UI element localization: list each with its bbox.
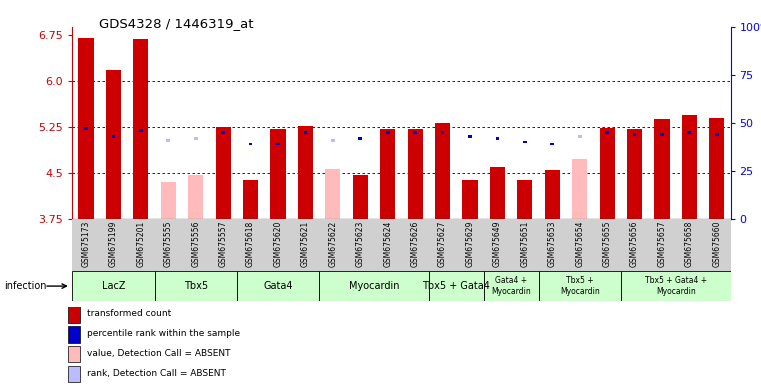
Text: Tbx5 +
Myocardin: Tbx5 + Myocardin	[560, 276, 600, 296]
Text: GSM675626: GSM675626	[411, 220, 419, 267]
Bar	[237, 271, 319, 301]
Bar	[435, 122, 450, 219]
Bar	[441, 131, 444, 134]
Text: GSM675201: GSM675201	[136, 220, 145, 266]
Bar	[270, 129, 285, 219]
Bar	[68, 346, 81, 362]
Bar	[304, 131, 307, 134]
Bar	[468, 135, 472, 138]
Bar	[709, 118, 724, 219]
Bar	[621, 271, 731, 301]
Text: GSM675651: GSM675651	[521, 220, 530, 267]
Text: Gata4 +
Myocardin: Gata4 + Myocardin	[492, 276, 531, 296]
Text: LacZ: LacZ	[102, 281, 126, 291]
Bar	[539, 271, 621, 301]
Text: GSM675658: GSM675658	[685, 220, 694, 267]
Text: GSM675556: GSM675556	[191, 220, 200, 267]
Bar	[380, 129, 395, 219]
Text: GSM675660: GSM675660	[712, 220, 721, 267]
Text: rank, Detection Call = ABSENT: rank, Detection Call = ABSENT	[88, 369, 226, 378]
Text: Gata4: Gata4	[263, 281, 293, 291]
Text: Tbx5: Tbx5	[183, 281, 208, 291]
Text: GSM675620: GSM675620	[273, 220, 282, 267]
Bar	[139, 129, 143, 132]
Bar	[276, 142, 280, 146]
Bar	[578, 135, 581, 138]
Bar	[715, 133, 719, 136]
Bar	[490, 167, 505, 219]
Text: GSM675627: GSM675627	[438, 220, 447, 267]
Bar	[188, 175, 203, 219]
Text: GSM675649: GSM675649	[493, 220, 502, 267]
Text: GSM675653: GSM675653	[548, 220, 557, 267]
Text: infection: infection	[4, 281, 46, 291]
Bar	[413, 131, 417, 134]
Bar	[408, 129, 422, 219]
Text: GSM675622: GSM675622	[328, 220, 337, 266]
Bar	[154, 271, 237, 301]
Bar	[249, 142, 253, 146]
Text: GSM675623: GSM675623	[356, 220, 365, 267]
Bar	[298, 126, 313, 219]
Text: transformed count: transformed count	[88, 309, 172, 318]
Bar	[331, 139, 335, 142]
Text: GSM675656: GSM675656	[630, 220, 639, 267]
Bar	[545, 170, 560, 219]
Text: GSM675555: GSM675555	[164, 220, 173, 267]
Text: GSM675629: GSM675629	[466, 220, 475, 267]
Text: Tbx5 + Gata4: Tbx5 + Gata4	[422, 281, 490, 291]
Text: GSM675655: GSM675655	[603, 220, 612, 267]
Text: value, Detection Call = ABSENT: value, Detection Call = ABSENT	[88, 349, 231, 358]
Bar	[627, 129, 642, 219]
Bar	[84, 127, 88, 130]
Bar	[167, 139, 170, 142]
Bar	[654, 119, 670, 219]
Bar	[358, 137, 362, 140]
Text: GSM675621: GSM675621	[301, 220, 310, 266]
Bar	[495, 137, 499, 140]
Bar	[68, 306, 81, 323]
Bar	[72, 271, 154, 301]
Bar	[68, 326, 81, 343]
Bar	[112, 135, 116, 138]
Text: GSM675624: GSM675624	[384, 220, 392, 267]
Bar	[484, 271, 539, 301]
Bar	[632, 133, 636, 136]
Text: GSM675199: GSM675199	[109, 220, 118, 267]
Bar	[106, 70, 121, 219]
Bar	[600, 128, 615, 219]
Bar	[133, 39, 148, 219]
Bar	[687, 131, 691, 134]
Bar	[215, 127, 231, 219]
Bar	[325, 169, 340, 219]
Text: GSM675657: GSM675657	[658, 220, 667, 267]
Text: Tbx5 + Gata4 +
Myocardin: Tbx5 + Gata4 + Myocardin	[645, 276, 707, 296]
Text: GSM675557: GSM675557	[218, 220, 228, 267]
Text: GSM675654: GSM675654	[575, 220, 584, 267]
Bar	[517, 180, 533, 219]
Text: percentile rank within the sample: percentile rank within the sample	[88, 329, 240, 338]
Bar	[682, 115, 697, 219]
Bar	[386, 131, 390, 134]
Bar	[161, 182, 176, 219]
Bar	[523, 141, 527, 144]
Bar	[660, 133, 664, 136]
Text: GSM675618: GSM675618	[246, 220, 255, 266]
Bar	[353, 175, 368, 219]
Bar	[243, 180, 258, 219]
Bar	[221, 131, 225, 134]
Bar	[78, 38, 94, 219]
Bar	[463, 180, 478, 219]
Text: Myocardin: Myocardin	[349, 281, 400, 291]
Bar	[572, 159, 587, 219]
Bar	[194, 137, 198, 140]
Bar	[68, 366, 81, 382]
Bar	[605, 131, 609, 134]
Text: GDS4328 / 1446319_at: GDS4328 / 1446319_at	[99, 17, 253, 30]
Bar	[550, 142, 554, 146]
Text: GSM675173: GSM675173	[81, 220, 91, 267]
Bar	[429, 271, 484, 301]
Bar	[319, 271, 429, 301]
